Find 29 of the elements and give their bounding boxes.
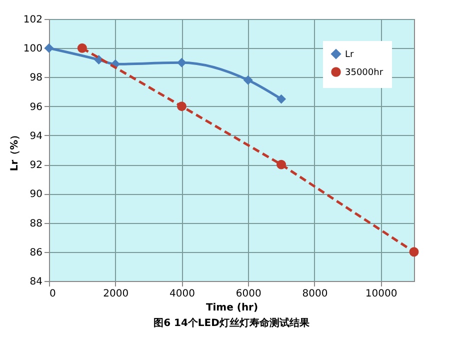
legend-label: 35000hr: [345, 68, 384, 78]
y-tick-label: 88: [30, 218, 42, 230]
y-tick-label: 86: [30, 247, 42, 258]
x-axis-title: Time (hr): [206, 302, 258, 314]
y-axis-title: Lr（%）: [9, 130, 20, 172]
y-tick-label: 100: [23, 44, 42, 55]
point: [44, 43, 54, 53]
point: [176, 58, 186, 68]
y-tick-label: 98: [30, 72, 42, 84]
x-tick-label: 2000: [103, 288, 129, 300]
y-tick-label: 92: [30, 160, 42, 172]
caption: 图6 14个LED灯丝灯寿命测试结果: [154, 317, 310, 329]
y-tick-label: 102: [23, 14, 42, 26]
point: [77, 43, 87, 53]
y-tick-label: 84: [30, 276, 42, 288]
point: [409, 247, 419, 257]
x-tick-label: 10000: [365, 288, 398, 300]
point: [243, 75, 253, 85]
x-tick-label: 6000: [236, 288, 262, 300]
x-tick-label: 0: [50, 288, 56, 300]
legend-label: Lr: [345, 50, 354, 60]
point: [276, 160, 286, 170]
x-tick-label: 4000: [170, 288, 195, 300]
y-tick-label: 90: [30, 189, 42, 200]
point: [176, 102, 186, 112]
x-tick-label: 8000: [302, 288, 328, 300]
y-tick-label: 94: [30, 130, 42, 142]
y-tick-label: 96: [30, 102, 42, 113]
point: [276, 94, 286, 104]
